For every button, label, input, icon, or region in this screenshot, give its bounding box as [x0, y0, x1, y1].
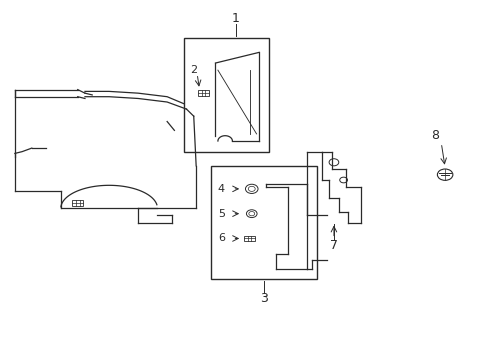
- Text: 3: 3: [259, 292, 267, 305]
- Bar: [183, 38, 268, 152]
- Bar: [198, 90, 208, 96]
- Text: 8: 8: [430, 129, 439, 142]
- Bar: [210, 166, 316, 279]
- Bar: [72, 200, 83, 206]
- Text: 5: 5: [218, 209, 224, 219]
- Text: 1: 1: [232, 12, 240, 25]
- Text: 7: 7: [329, 239, 337, 252]
- Text: 6: 6: [218, 234, 224, 243]
- Bar: [244, 236, 254, 241]
- Text: 2: 2: [189, 65, 197, 75]
- Text: 4: 4: [218, 184, 224, 194]
